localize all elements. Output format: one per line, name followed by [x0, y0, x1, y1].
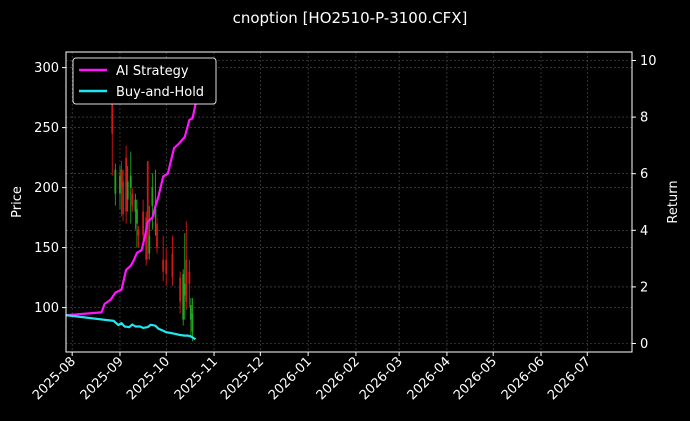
candle-body — [151, 187, 154, 206]
y-left-tick-label: 200 — [34, 181, 59, 196]
candle-body — [154, 205, 157, 218]
y-right-tick-label: 0 — [640, 337, 648, 352]
candle-body — [179, 277, 182, 302]
y-axis-right-label: Return — [666, 180, 681, 223]
series-lines — [65, 90, 199, 341]
candle-body — [131, 193, 134, 206]
y-right-tick-label: 4 — [640, 224, 648, 239]
candle-body — [119, 175, 121, 194]
y-right-tick-label: 6 — [640, 167, 648, 182]
buy-and-hold-line — [65, 314, 197, 341]
candle-body — [126, 181, 129, 200]
candle-body — [125, 157, 128, 212]
candle-body — [148, 235, 151, 254]
legend-label-bh: Buy-and-Hold — [116, 85, 204, 100]
candle-body — [120, 169, 123, 188]
candle-body — [185, 259, 188, 302]
y-left-tick-label: 300 — [34, 61, 59, 76]
legend: AI Strategy Buy-and-Hold — [72, 57, 217, 105]
candle-body — [188, 271, 191, 284]
chart-title: cnoption [HO2510-P-3100.CFX] — [233, 9, 468, 27]
candle-body — [191, 313, 194, 332]
candlesticks — [111, 89, 194, 342]
candle-body — [146, 161, 149, 236]
y-left-tick-label: 100 — [34, 301, 59, 316]
candle-body — [165, 259, 168, 274]
candle-body — [129, 175, 132, 188]
y-right-tick-label: 10 — [640, 54, 657, 69]
candle-body — [183, 283, 186, 296]
y-right-tick-label: 8 — [640, 111, 648, 126]
candle-body — [145, 217, 148, 260]
candle-body — [190, 305, 192, 320]
legend-box — [72, 57, 217, 105]
y-left-tick-label: 150 — [34, 241, 59, 256]
candle-body — [136, 209, 138, 224]
candle-body — [156, 223, 158, 248]
y-right-tick-label: 2 — [640, 280, 648, 295]
candle-body — [137, 229, 140, 236]
candle-body — [142, 211, 145, 236]
plot-frame — [65, 51, 633, 353]
y-axis-left-label: Price — [10, 186, 25, 218]
candle-body — [114, 169, 117, 194]
candle-body — [171, 253, 174, 278]
legend-label-ai: AI Strategy — [116, 64, 189, 79]
ai-strategy-line — [65, 90, 199, 317]
candle-body — [182, 274, 185, 320]
candle-body — [134, 199, 137, 212]
candle-body — [162, 259, 165, 272]
candle-body — [122, 181, 124, 214]
candle-body — [111, 103, 114, 134]
y-left-tick-label: 250 — [34, 121, 59, 136]
